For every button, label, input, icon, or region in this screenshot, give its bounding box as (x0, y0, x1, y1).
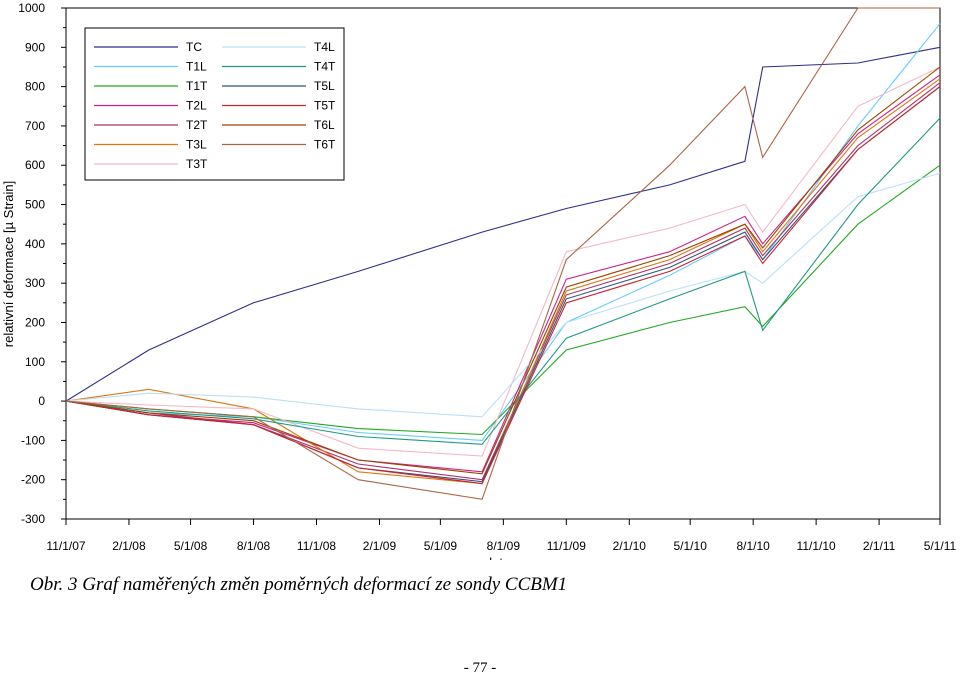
series-line-t3t (65, 66, 941, 457)
series-line-t5t (65, 86, 941, 485)
legend-box (84, 27, 345, 181)
x-tick-label: 5/1/10 (674, 539, 708, 553)
y-tick-label: 800 (25, 80, 45, 94)
y-axis: 10009008007006005004003002001000-100-200… (18, 1, 66, 526)
y-tick-label: 500 (25, 198, 45, 212)
y-tick-label: -100 (21, 433, 45, 447)
legend-label: T4L (314, 40, 335, 54)
legend-label: T3L (186, 138, 207, 152)
series-line-t3l (65, 78, 941, 485)
series-line-tc (65, 46, 941, 402)
series-layer (65, 7, 941, 500)
x-tick-label: 2/1/10 (613, 539, 647, 553)
series-line-t6t (65, 7, 940, 500)
legend-label: T3T (186, 157, 208, 171)
y-tick-label: 600 (25, 158, 45, 172)
legend-label: T1L (186, 60, 207, 74)
legend-label: T1T (186, 79, 208, 93)
legend-label: T5T (314, 99, 336, 113)
y-tick-label: 200 (25, 315, 45, 329)
legend-label: T2T (186, 118, 208, 132)
x-tick-label: 8/1/10 (736, 539, 770, 553)
x-tick-label: 11/1/08 (297, 539, 336, 553)
x-axis-label: datum (485, 555, 521, 560)
series-line-t6l (65, 66, 941, 475)
x-tick-label: 8/1/08 (237, 539, 271, 553)
x-tick-label: 5/1/09 (424, 539, 458, 553)
legend: TC T1L T1T T2L T2T T3L T3T T4L T4T T5L T5T T6L T6T (84, 27, 345, 181)
x-axis: 11/1/07 2/1/08 5/1/08 8/1/08 11/1/08 2/1/09 5/… (46, 519, 957, 553)
y-tick-label: 300 (25, 276, 45, 290)
y-tick-label: 900 (25, 40, 45, 54)
y-tick-label: 100 (25, 355, 45, 369)
y-tick-label: -200 (21, 473, 45, 487)
legend-label: TC (186, 40, 202, 54)
series-line-t2l (65, 74, 941, 473)
x-tick-label: 11/1/10 (797, 539, 836, 553)
legend-label: T6T (314, 138, 336, 152)
y-tick-label: 0 (38, 394, 45, 408)
x-tick-label: 11/1/09 (547, 539, 586, 553)
figure-caption: Obr. 3 Graf naměřených změn poměrných de… (30, 574, 568, 595)
series-line-t2t (65, 82, 941, 481)
legend-label: T5L (314, 79, 335, 93)
x-tick-label: 2/1/09 (363, 539, 397, 553)
y-tick-label: 400 (25, 237, 45, 251)
x-tick-label: 11/1/07 (46, 539, 85, 553)
y-tick-label: -300 (21, 512, 45, 526)
page-number: - 77 - (463, 660, 497, 676)
y-tick-label: 700 (25, 119, 45, 133)
x-tick-label: 5/1/08 (174, 539, 208, 553)
legend-label: T2L (186, 99, 207, 113)
y-axis-label: relativní deformace [µ Strain] (1, 181, 16, 347)
y-tick-label: 1000 (18, 1, 45, 15)
legend-label: T4T (314, 60, 336, 74)
x-tick-label: 8/1/09 (487, 539, 521, 553)
line-chart: 10009008007006005004003002001000-100-200… (1, 1, 957, 560)
x-tick-label: 2/1/11 (863, 539, 896, 553)
x-tick-label: 5/1/11 (924, 539, 957, 553)
legend-label: T6L (314, 118, 335, 132)
series-line-t4l (65, 172, 941, 418)
series-line-t4t (65, 117, 941, 445)
x-tick-label: 2/1/08 (112, 539, 146, 553)
